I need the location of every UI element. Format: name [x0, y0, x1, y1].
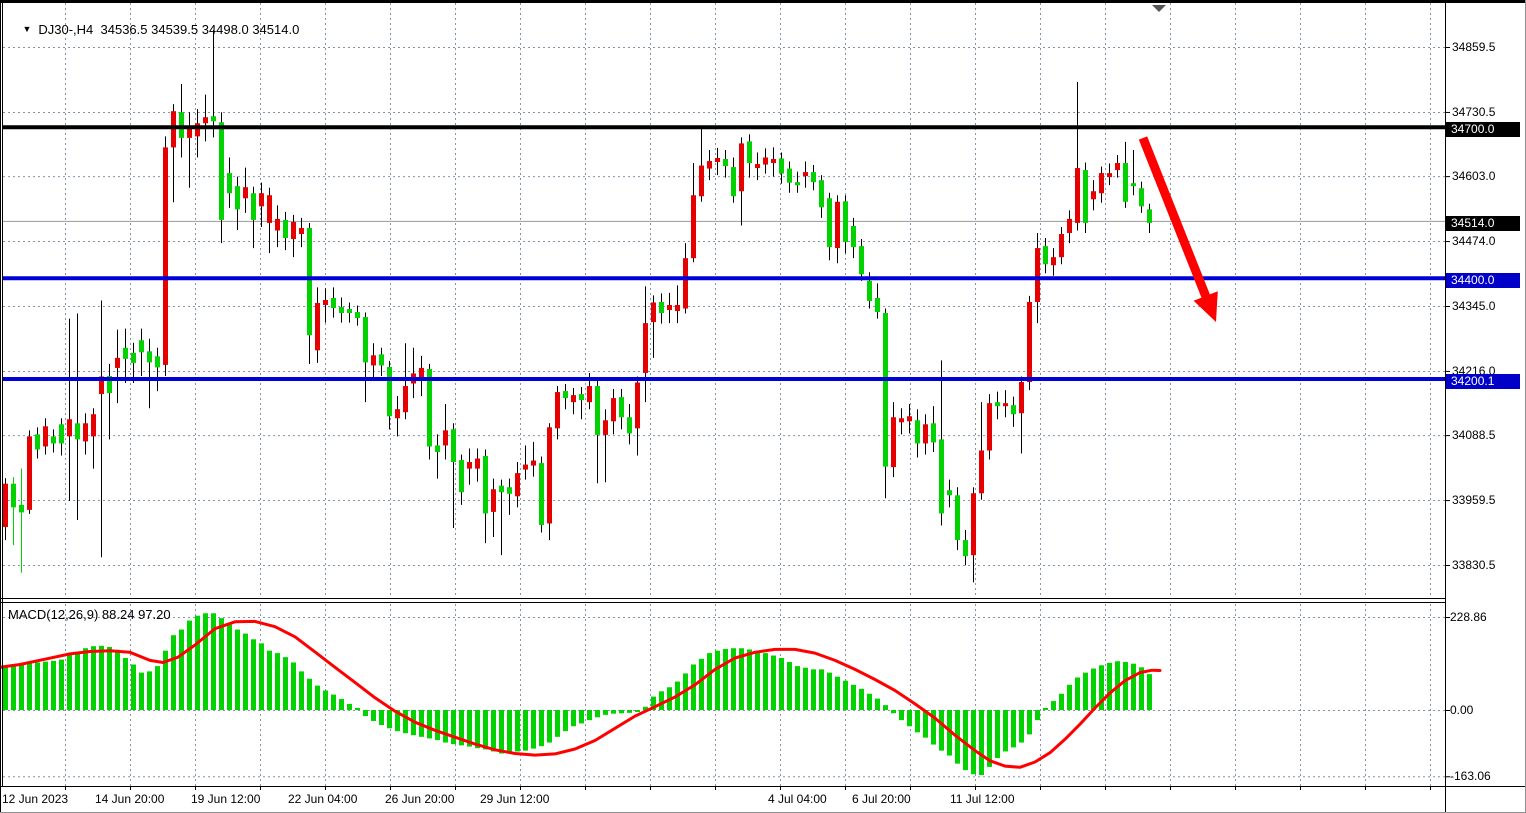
time-label: 4 Jul 04:00 [768, 792, 827, 806]
price-tick-label: 34088.5 [1452, 428, 1496, 443]
price-tick-label: 34345.0 [1452, 298, 1496, 313]
price-badge-34700.0: 34700.0 [1446, 122, 1520, 138]
time-label: 19 Jun 12:00 [191, 792, 261, 806]
time-axis: 12 Jun 2023 14 Jun 20:00 19 Jun 12:00 22 Ju… [0, 786, 1526, 813]
price-badge-34200.1: 34200.1 [1446, 373, 1520, 389]
macd-signal-line [0, 619, 1162, 769]
down-arrow-annotation [1138, 136, 1218, 322]
time-label: 26 Jun 20:00 [385, 792, 455, 806]
price-tick-label: 34603.0 [1452, 169, 1496, 184]
time-label: 11 Jul 12:00 [950, 792, 1015, 806]
macd-histogram [3, 613, 1152, 776]
price-tick-label: 34474.0 [1452, 234, 1496, 249]
time-label: 22 Jun 04:00 [288, 792, 358, 806]
price-tick-label: 34859.5 [1452, 40, 1496, 54]
time-label: 14 Jun 20:00 [95, 792, 165, 806]
price-tick-label: 33959.5 [1452, 493, 1496, 508]
price-tick-label: 33830.5 [1452, 557, 1496, 572]
symbol-dropdown-icon[interactable]: ▼ [22, 24, 32, 34]
time-label: 12 Jun 2023 [2, 792, 69, 806]
price-tick-label: 34730.5 [1452, 104, 1496, 119]
candles-layer [3, 30, 1152, 583]
symbol-header: ▼ DJ30-,H4 34536.5 34539.5 34498.0 34514.… [8, 7, 299, 52]
time-label: 29 Jun 12:00 [480, 792, 550, 806]
price-badge-34400.0: 34400.0 [1446, 273, 1520, 289]
time-label: 6 Jul 20:00 [852, 792, 911, 806]
price-axis: 34859.5 34730.5 34603.0 34474.0 34345.0 34216… [1446, 40, 1520, 572]
axis-tick-marks [65, 47, 1450, 790]
macd-tick-label: 0.00 [1450, 703, 1474, 717]
scroll-end-marker-icon [1152, 5, 1166, 12]
symbol-title: DJ30-,H4 34536.5 34539.5 34498.0 34514.0 [38, 22, 300, 37]
macd-tick-label: 228.86 [1450, 609, 1487, 624]
macd-tick-label: -163.06 [1450, 769, 1491, 784]
macd-indicator-label: MACD(12,26,9) 88.24 97.20 [8, 607, 171, 622]
price-badge-34514.0: 34514.0 [1446, 215, 1520, 231]
